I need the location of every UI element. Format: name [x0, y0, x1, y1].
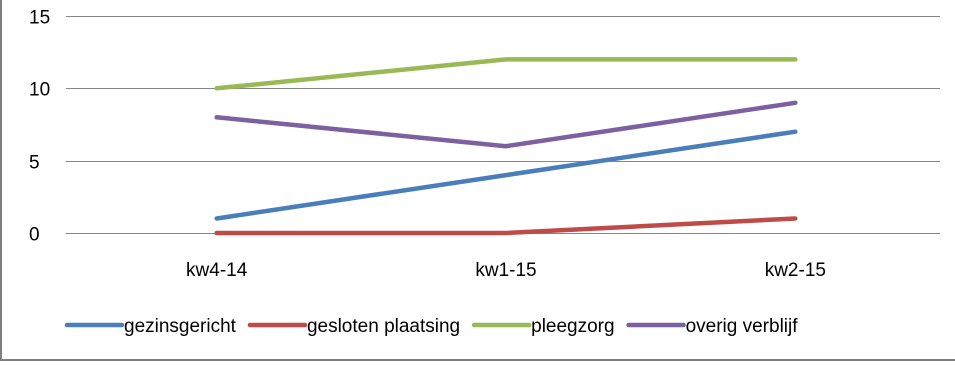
- x-tick-label: kw1-15: [475, 260, 536, 281]
- x-axis-tick-labels: kw4-14 kw1-15 kw2-15: [186, 260, 826, 281]
- series-line-pleegzorg: [214, 57, 798, 91]
- y-tick-label: 5: [29, 153, 40, 174]
- y-tick-label: 10: [29, 80, 50, 101]
- y-axis-tick-labels: 0 5 10 15: [29, 8, 50, 246]
- legend-label: gesloten plaatsing: [307, 316, 460, 337]
- legend-label: pleegzorg: [531, 316, 614, 337]
- legend-label: overig verblijf: [686, 316, 799, 337]
- series-line-overig-verblijf: [214, 100, 798, 149]
- y-tick-label: 0: [29, 225, 40, 246]
- series-line-gezinsgericht: [214, 129, 798, 221]
- x-tick-label: kw2-15: [765, 260, 826, 281]
- legend-item: pleegzorg: [471, 316, 615, 337]
- legend-item: gesloten plaatsing: [247, 316, 460, 337]
- legend-item: gezinsgericht: [64, 316, 237, 337]
- series-lines: [214, 57, 798, 236]
- legend: gezinsgericht gesloten plaatsing pleegzorg…: [64, 316, 799, 337]
- x-tick-label: kw4-14: [186, 260, 248, 281]
- gridlines: [66, 16, 940, 234]
- y-tick-label: 15: [29, 8, 50, 29]
- series-line-gesloten-plaatsing: [214, 216, 798, 236]
- legend-label: gezinsgericht: [124, 316, 237, 337]
- legend-item: overig verblijf: [626, 316, 799, 337]
